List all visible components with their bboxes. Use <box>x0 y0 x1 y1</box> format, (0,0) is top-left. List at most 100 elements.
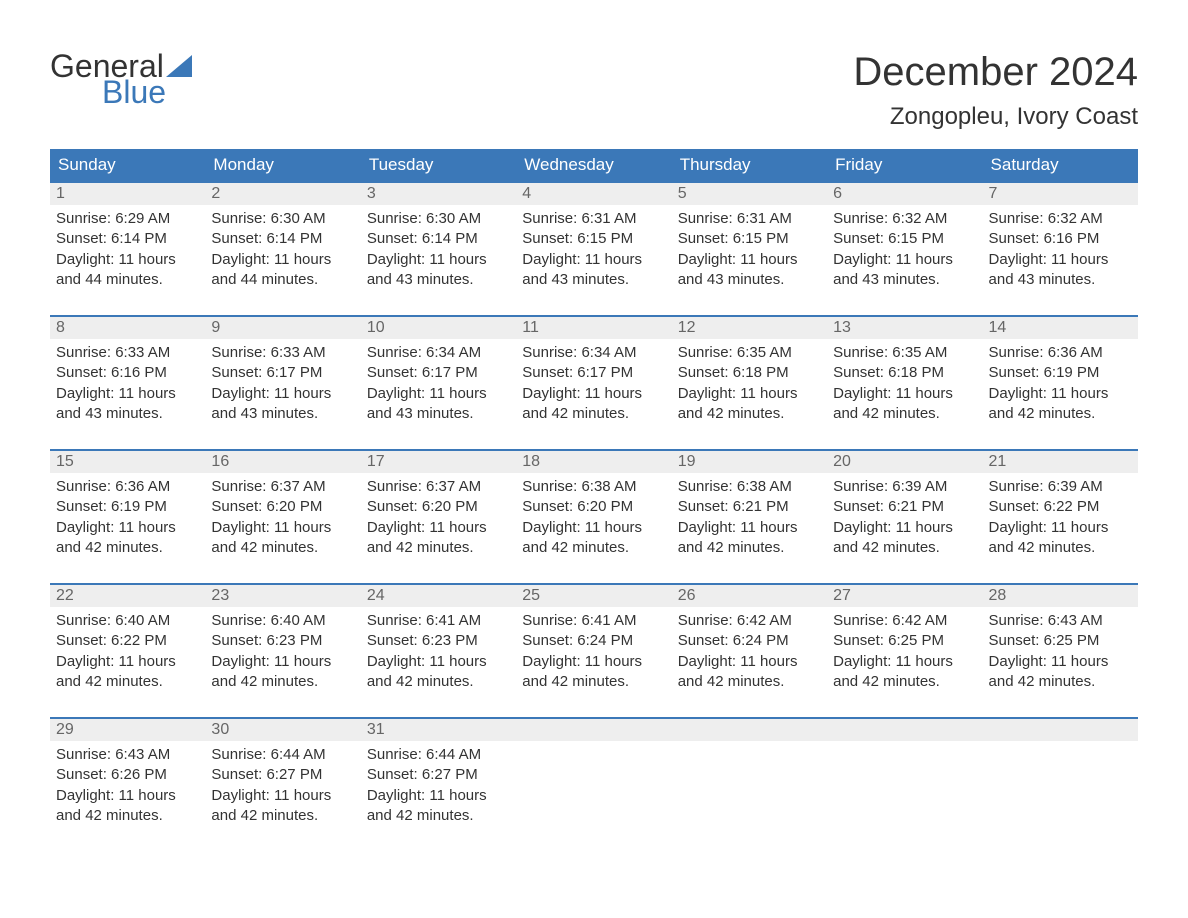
day-body: Sunrise: 6:30 AMSunset: 6:14 PMDaylight:… <box>361 205 516 296</box>
sunrise-line: Sunrise: 6:43 AM <box>989 611 1132 631</box>
sunset-line: Sunset: 6:20 PM <box>367 497 510 517</box>
day-body: Sunrise: 6:30 AMSunset: 6:14 PMDaylight:… <box>205 205 360 296</box>
sunset-line: Sunset: 6:19 PM <box>989 363 1132 383</box>
calendar-day-cell: 27Sunrise: 6:42 AMSunset: 6:25 PMDayligh… <box>827 585 982 717</box>
calendar-day-cell: . <box>516 719 671 851</box>
sunrise-line: Sunrise: 6:32 AM <box>989 209 1132 229</box>
sunset-line: Sunset: 6:21 PM <box>833 497 976 517</box>
weekday-header: Friday <box>827 149 982 181</box>
calendar-day-cell: 11Sunrise: 6:34 AMSunset: 6:17 PMDayligh… <box>516 317 671 449</box>
daylight-line: Daylight: 11 hours and 42 minutes. <box>678 518 821 559</box>
sunrise-line: Sunrise: 6:31 AM <box>678 209 821 229</box>
sunset-line: Sunset: 6:26 PM <box>56 765 199 785</box>
day-number-row: 18 <box>516 451 671 473</box>
day-number: 9 <box>211 319 220 336</box>
day-number: 6 <box>833 185 842 202</box>
day-number: 14 <box>989 319 1007 336</box>
daylight-line: Daylight: 11 hours and 42 minutes. <box>367 786 510 827</box>
day-number: 17 <box>367 453 385 470</box>
daylight-line: Daylight: 11 hours and 43 minutes. <box>367 384 510 425</box>
day-number-row: 5 <box>672 183 827 205</box>
day-number-row: 11 <box>516 317 671 339</box>
day-body: Sunrise: 6:44 AMSunset: 6:27 PMDaylight:… <box>205 741 360 832</box>
sunset-line: Sunset: 6:14 PM <box>56 229 199 249</box>
day-body: Sunrise: 6:36 AMSunset: 6:19 PMDaylight:… <box>50 473 205 564</box>
day-number: 29 <box>56 721 74 738</box>
daylight-line: Daylight: 11 hours and 42 minutes. <box>522 652 665 693</box>
day-number-row: 6 <box>827 183 982 205</box>
day-body: Sunrise: 6:39 AMSunset: 6:21 PMDaylight:… <box>827 473 982 564</box>
day-number: 19 <box>678 453 696 470</box>
day-body: Sunrise: 6:43 AMSunset: 6:25 PMDaylight:… <box>983 607 1138 698</box>
daylight-line: Daylight: 11 hours and 43 minutes. <box>989 250 1132 291</box>
daylight-line: Daylight: 11 hours and 42 minutes. <box>989 518 1132 559</box>
sunrise-line: Sunrise: 6:39 AM <box>989 477 1132 497</box>
daylight-line: Daylight: 11 hours and 42 minutes. <box>989 652 1132 693</box>
day-number: 26 <box>678 587 696 604</box>
calendar-day-cell: 5Sunrise: 6:31 AMSunset: 6:15 PMDaylight… <box>672 183 827 315</box>
sunrise-line: Sunrise: 6:29 AM <box>56 209 199 229</box>
day-number-row: 27 <box>827 585 982 607</box>
daylight-line: Daylight: 11 hours and 42 minutes. <box>833 518 976 559</box>
day-body: Sunrise: 6:32 AMSunset: 6:15 PMDaylight:… <box>827 205 982 296</box>
day-body: Sunrise: 6:35 AMSunset: 6:18 PMDaylight:… <box>672 339 827 430</box>
sunrise-line: Sunrise: 6:38 AM <box>678 477 821 497</box>
day-body: Sunrise: 6:38 AMSunset: 6:20 PMDaylight:… <box>516 473 671 564</box>
day-body: Sunrise: 6:37 AMSunset: 6:20 PMDaylight:… <box>361 473 516 564</box>
sunrise-line: Sunrise: 6:35 AM <box>678 343 821 363</box>
sunrise-line: Sunrise: 6:41 AM <box>367 611 510 631</box>
calendar-day-cell: 1Sunrise: 6:29 AMSunset: 6:14 PMDaylight… <box>50 183 205 315</box>
day-body: Sunrise: 6:41 AMSunset: 6:24 PMDaylight:… <box>516 607 671 698</box>
sunrise-line: Sunrise: 6:37 AM <box>367 477 510 497</box>
daylight-line: Daylight: 11 hours and 42 minutes. <box>367 652 510 693</box>
calendar-day-cell: . <box>827 719 982 851</box>
sunset-line: Sunset: 6:22 PM <box>989 497 1132 517</box>
calendar-day-cell: 18Sunrise: 6:38 AMSunset: 6:20 PMDayligh… <box>516 451 671 583</box>
day-body: Sunrise: 6:31 AMSunset: 6:15 PMDaylight:… <box>516 205 671 296</box>
sunrise-line: Sunrise: 6:40 AM <box>211 611 354 631</box>
calendar-day-cell: 4Sunrise: 6:31 AMSunset: 6:15 PMDaylight… <box>516 183 671 315</box>
sunset-line: Sunset: 6:24 PM <box>522 631 665 651</box>
daylight-line: Daylight: 11 hours and 42 minutes. <box>56 786 199 827</box>
day-body: Sunrise: 6:34 AMSunset: 6:17 PMDaylight:… <box>361 339 516 430</box>
weekday-header: Sunday <box>50 149 205 181</box>
day-number-row: 7 <box>983 183 1138 205</box>
daylight-line: Daylight: 11 hours and 42 minutes. <box>56 518 199 559</box>
sunset-line: Sunset: 6:17 PM <box>367 363 510 383</box>
day-body: Sunrise: 6:40 AMSunset: 6:22 PMDaylight:… <box>50 607 205 698</box>
daylight-line: Daylight: 11 hours and 42 minutes. <box>367 518 510 559</box>
sunrise-line: Sunrise: 6:31 AM <box>522 209 665 229</box>
calendar-day-cell: 15Sunrise: 6:36 AMSunset: 6:19 PMDayligh… <box>50 451 205 583</box>
sunset-line: Sunset: 6:17 PM <box>522 363 665 383</box>
sunrise-line: Sunrise: 6:44 AM <box>211 745 354 765</box>
weekday-header: Wednesday <box>516 149 671 181</box>
sunset-line: Sunset: 6:27 PM <box>211 765 354 785</box>
sunrise-line: Sunrise: 6:32 AM <box>833 209 976 229</box>
day-number: 5 <box>678 185 687 202</box>
sunset-line: Sunset: 6:14 PM <box>211 229 354 249</box>
day-number-row: . <box>827 719 982 741</box>
sunset-line: Sunset: 6:15 PM <box>833 229 976 249</box>
calendar-day-cell: . <box>672 719 827 851</box>
daylight-line: Daylight: 11 hours and 42 minutes. <box>211 518 354 559</box>
sunrise-line: Sunrise: 6:41 AM <box>522 611 665 631</box>
daylight-line: Daylight: 11 hours and 42 minutes. <box>678 384 821 425</box>
day-number: 3 <box>367 185 376 202</box>
day-body: Sunrise: 6:39 AMSunset: 6:22 PMDaylight:… <box>983 473 1138 564</box>
day-number-row: 21 <box>983 451 1138 473</box>
day-number-row: 4 <box>516 183 671 205</box>
day-body: Sunrise: 6:33 AMSunset: 6:16 PMDaylight:… <box>50 339 205 430</box>
sunrise-line: Sunrise: 6:42 AM <box>678 611 821 631</box>
calendar-day-cell: 3 Sunrise: 6:30 AMSunset: 6:14 PMDaylight… <box>361 183 516 315</box>
calendar-week: 8Sunrise: 6:33 AMSunset: 6:16 PMDaylight… <box>50 315 1138 449</box>
sunset-line: Sunset: 6:24 PM <box>678 631 821 651</box>
day-body: Sunrise: 6:35 AMSunset: 6:18 PMDaylight:… <box>827 339 982 430</box>
calendar-day-cell: 29Sunrise: 6:43 AMSunset: 6:26 PMDayligh… <box>50 719 205 851</box>
day-body: Sunrise: 6:36 AMSunset: 6:19 PMDaylight:… <box>983 339 1138 430</box>
day-body: Sunrise: 6:33 AMSunset: 6:17 PMDaylight:… <box>205 339 360 430</box>
day-body: Sunrise: 6:42 AMSunset: 6:24 PMDaylight:… <box>672 607 827 698</box>
daylight-line: Daylight: 11 hours and 44 minutes. <box>211 250 354 291</box>
calendar-day-cell: 30Sunrise: 6:44 AMSunset: 6:27 PMDayligh… <box>205 719 360 851</box>
calendar-day-cell: 8Sunrise: 6:33 AMSunset: 6:16 PMDaylight… <box>50 317 205 449</box>
daylight-line: Daylight: 11 hours and 42 minutes. <box>56 652 199 693</box>
